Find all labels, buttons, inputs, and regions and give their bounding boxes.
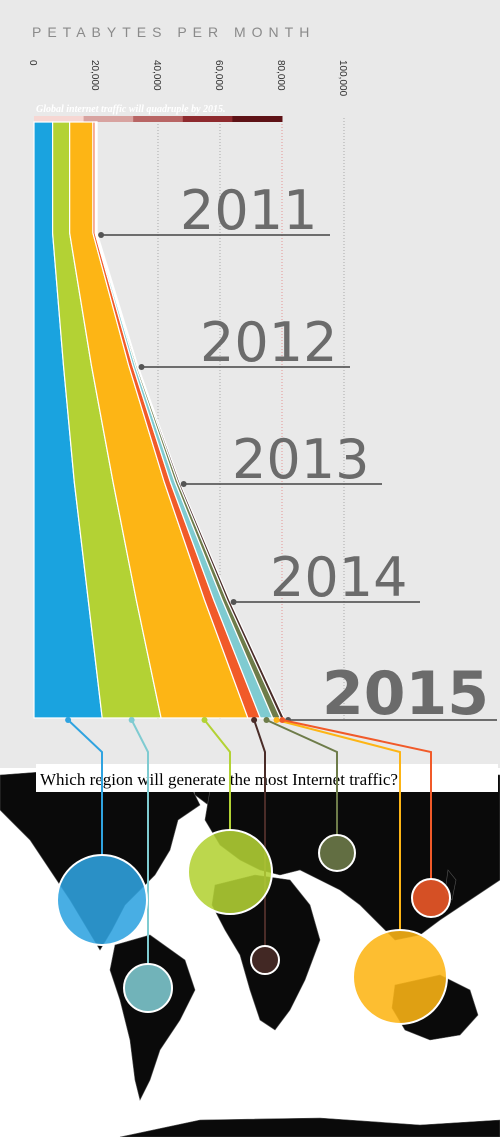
question-text: Which region will generate the most Inte… <box>40 770 398 789</box>
year-pointer-dot <box>98 232 105 238</box>
x-tick-label: 0 <box>27 60 38 66</box>
connector-start-dot <box>251 717 258 723</box>
question-banner <box>36 764 498 792</box>
connector-start-dot <box>201 717 208 723</box>
connector-asia-pacific <box>276 719 401 930</box>
year-label: 2014 <box>270 546 407 609</box>
connector-central-eastern-europe <box>266 719 338 835</box>
bubble-central-eastern-europe <box>318 834 356 872</box>
legend-strip-segment <box>232 116 283 122</box>
connector-latin-america <box>130 719 149 964</box>
x-axis-ticks: 0 20,000 40,000 60,000 80,000 100,000 <box>27 60 348 97</box>
connector-western-europe <box>203 719 231 830</box>
connector-start-dot <box>65 717 72 723</box>
legend-strip-segment <box>182 116 233 122</box>
x-tick-label: 60,000 <box>213 60 224 91</box>
x-tick-label: 40,000 <box>151 60 162 91</box>
connector-japan <box>282 719 432 879</box>
x-tick-label: 100,000 <box>337 60 348 97</box>
connector-start-dot <box>128 717 135 723</box>
antarctica-shape <box>119 1117 500 1137</box>
region-bubbles <box>56 829 451 1025</box>
year-labels: 2011 2012 2013 2014 2015 <box>98 179 497 729</box>
year-label: 2012 <box>200 311 337 374</box>
year-label: 2011 <box>180 179 317 242</box>
legend-strip <box>34 116 283 122</box>
bubble-latin-america <box>123 963 173 1013</box>
bubble-japan <box>411 878 451 918</box>
chart-title: PETABYTES PER MONTH <box>32 24 315 40</box>
x-tick-label: 20,000 <box>89 60 100 91</box>
chart-subtitle: Global internet traffic will quadruple b… <box>36 104 226 115</box>
bubble-north-america <box>56 854 148 946</box>
legend-strip-segment <box>83 116 134 122</box>
legend-strip-segment <box>133 116 184 122</box>
year-label: 2015 <box>322 659 489 729</box>
year-pointer-dot <box>180 481 187 487</box>
legend-strip-segment <box>34 116 85 122</box>
connector-lines <box>65 717 432 964</box>
connector-start-dot <box>279 717 286 723</box>
year-label: 2013 <box>232 428 369 491</box>
connector-north-america <box>67 719 103 855</box>
bubble-middle-east-africa <box>250 945 280 975</box>
year-pointer-dot <box>230 599 237 605</box>
x-tick-label: 80,000 <box>275 60 286 91</box>
year-pointer-dot <box>138 364 145 370</box>
bubble-asia-pacific <box>352 929 448 1025</box>
bubble-western-europe <box>187 829 273 915</box>
connector-start-dot <box>263 717 270 723</box>
connector-start-dot <box>273 717 280 723</box>
